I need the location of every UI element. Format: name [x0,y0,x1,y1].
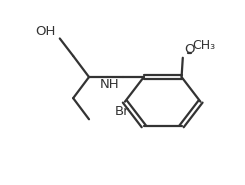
Text: OH: OH [35,25,55,38]
Text: NH: NH [100,78,120,91]
Text: O: O [184,43,195,56]
Text: Br: Br [115,105,130,118]
Text: CH₃: CH₃ [193,39,216,52]
